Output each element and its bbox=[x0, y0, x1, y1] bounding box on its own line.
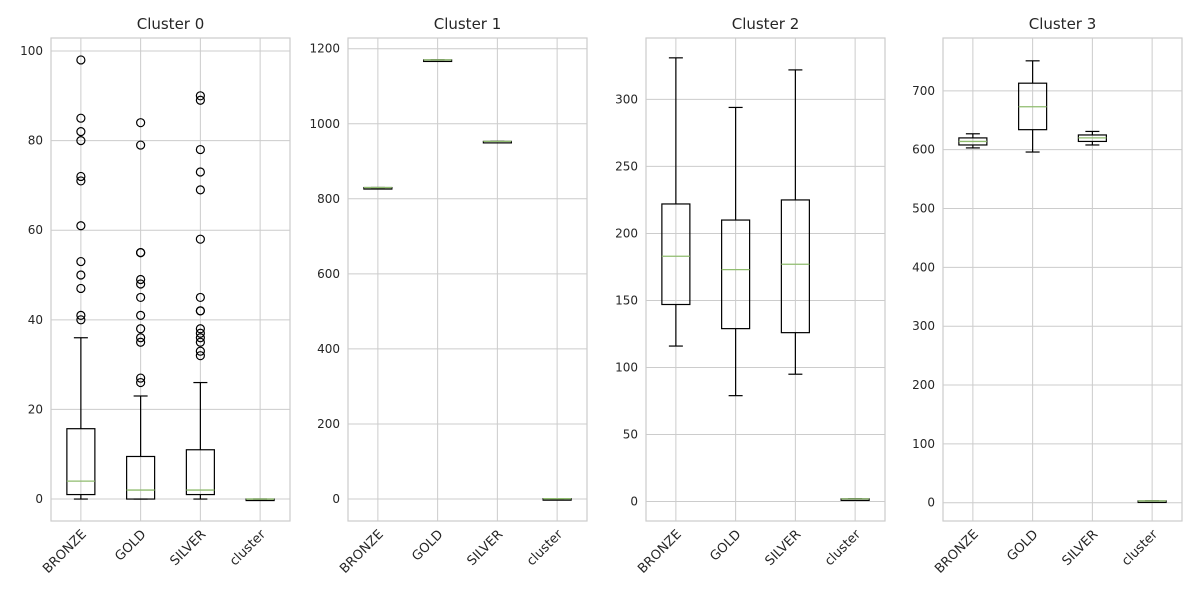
boxplot-bronze bbox=[661, 57, 691, 347]
outlier-point bbox=[76, 136, 86, 146]
axes-frame bbox=[645, 37, 886, 522]
y-tick-label: 500 bbox=[912, 202, 935, 216]
boxplot-cluster bbox=[1137, 500, 1167, 504]
y-tick-label: 300 bbox=[615, 92, 638, 106]
boxplot-gold bbox=[126, 118, 156, 500]
y-tick-label: 700 bbox=[912, 84, 935, 98]
outlier-point bbox=[136, 377, 146, 388]
outlier-point bbox=[195, 328, 205, 338]
subplot-title: Cluster 1 bbox=[434, 15, 502, 33]
boxplot-cluster bbox=[542, 498, 572, 501]
boxplot-gold bbox=[721, 106, 751, 397]
subplot-title: Cluster 0 bbox=[137, 15, 205, 33]
outlier-point bbox=[76, 283, 86, 294]
outlier-point bbox=[76, 270, 86, 280]
iqr-box bbox=[721, 219, 751, 330]
outlier-point bbox=[136, 279, 146, 289]
y-tick-label: 0 bbox=[332, 492, 340, 506]
boxplot-silver bbox=[1077, 130, 1107, 146]
outlier-point bbox=[195, 144, 205, 155]
outlier-point bbox=[195, 91, 205, 101]
outlier-point bbox=[195, 306, 205, 316]
y-tick-label: 300 bbox=[912, 319, 935, 333]
iqr-box bbox=[780, 199, 810, 334]
y-tick-label: 100 bbox=[615, 361, 638, 375]
boxplot-cluster bbox=[840, 498, 870, 501]
iqr-box bbox=[66, 428, 96, 496]
boxplot-silver bbox=[482, 140, 512, 144]
outlier-point bbox=[195, 346, 205, 356]
outlier-point bbox=[195, 292, 205, 303]
boxplot-silver bbox=[780, 69, 810, 375]
boxplot-bronze bbox=[66, 55, 96, 500]
outlier-point bbox=[195, 234, 205, 244]
boxplot-cluster bbox=[245, 498, 275, 502]
boxplot-gold bbox=[423, 59, 453, 63]
y-tick-label: 400 bbox=[317, 342, 340, 356]
y-tick-label: 80 bbox=[28, 134, 43, 148]
outlier-point bbox=[136, 274, 146, 285]
outlier-point bbox=[136, 292, 146, 303]
y-tick-label: 0 bbox=[630, 495, 638, 509]
y-tick-label: 200 bbox=[615, 226, 638, 240]
outlier-point bbox=[76, 256, 86, 267]
outlier-point bbox=[195, 351, 205, 361]
outlier-point bbox=[76, 221, 86, 231]
outlier-point bbox=[76, 171, 86, 182]
y-tick-label: 50 bbox=[623, 428, 638, 442]
outlier-point bbox=[136, 140, 146, 150]
outlier-point bbox=[76, 176, 86, 186]
y-tick-label: 200 bbox=[317, 417, 340, 431]
boxplot-bronze bbox=[363, 186, 393, 190]
outlier-point bbox=[136, 310, 146, 320]
subplot-title: Cluster 2 bbox=[732, 15, 800, 33]
outlier-point bbox=[76, 127, 86, 137]
axes-frame bbox=[50, 37, 291, 522]
boxplot-bronze bbox=[958, 133, 988, 149]
y-tick-label: 0 bbox=[35, 492, 43, 506]
subplot-title: Cluster 3 bbox=[1029, 15, 1097, 33]
y-tick-label: 800 bbox=[317, 192, 340, 206]
outlier-point bbox=[136, 248, 146, 258]
y-tick-label: 250 bbox=[615, 159, 638, 173]
outlier-point bbox=[76, 315, 86, 325]
boxplot-gold bbox=[1018, 60, 1048, 153]
outlier-point bbox=[195, 324, 205, 334]
outlier-point bbox=[195, 167, 205, 177]
outlier-point bbox=[76, 55, 86, 65]
iqr-box bbox=[185, 449, 215, 496]
y-tick-label: 40 bbox=[28, 313, 43, 327]
y-tick-label: 150 bbox=[615, 293, 638, 307]
y-tick-label: 20 bbox=[28, 402, 43, 416]
y-tick-label: 60 bbox=[28, 223, 43, 237]
outlier-point bbox=[76, 113, 86, 123]
outlier-point bbox=[136, 118, 146, 128]
outlier-point bbox=[195, 337, 205, 347]
y-tick-label: 0 bbox=[927, 496, 935, 510]
outlier-point bbox=[136, 373, 146, 383]
outlier-point bbox=[76, 310, 86, 320]
y-tick-label: 400 bbox=[912, 260, 935, 274]
outlier-point bbox=[195, 333, 205, 343]
axes-frame bbox=[942, 37, 1183, 522]
outlier-point bbox=[195, 95, 205, 105]
y-tick-label: 600 bbox=[317, 267, 340, 281]
y-tick-label: 100 bbox=[20, 44, 43, 58]
outlier-point bbox=[136, 324, 146, 334]
y-tick-label: 1200 bbox=[309, 42, 340, 56]
outlier-point bbox=[136, 337, 146, 347]
axes-frame bbox=[347, 37, 588, 522]
iqr-box bbox=[661, 203, 691, 306]
outlier-point bbox=[136, 333, 146, 343]
y-tick-label: 100 bbox=[912, 437, 935, 451]
boxplot-silver bbox=[185, 91, 215, 500]
y-tick-label: 200 bbox=[912, 378, 935, 392]
y-tick-label: 1000 bbox=[309, 117, 340, 131]
outlier-point bbox=[195, 185, 205, 195]
y-tick-label: 600 bbox=[912, 143, 935, 157]
iqr-box bbox=[126, 455, 156, 500]
